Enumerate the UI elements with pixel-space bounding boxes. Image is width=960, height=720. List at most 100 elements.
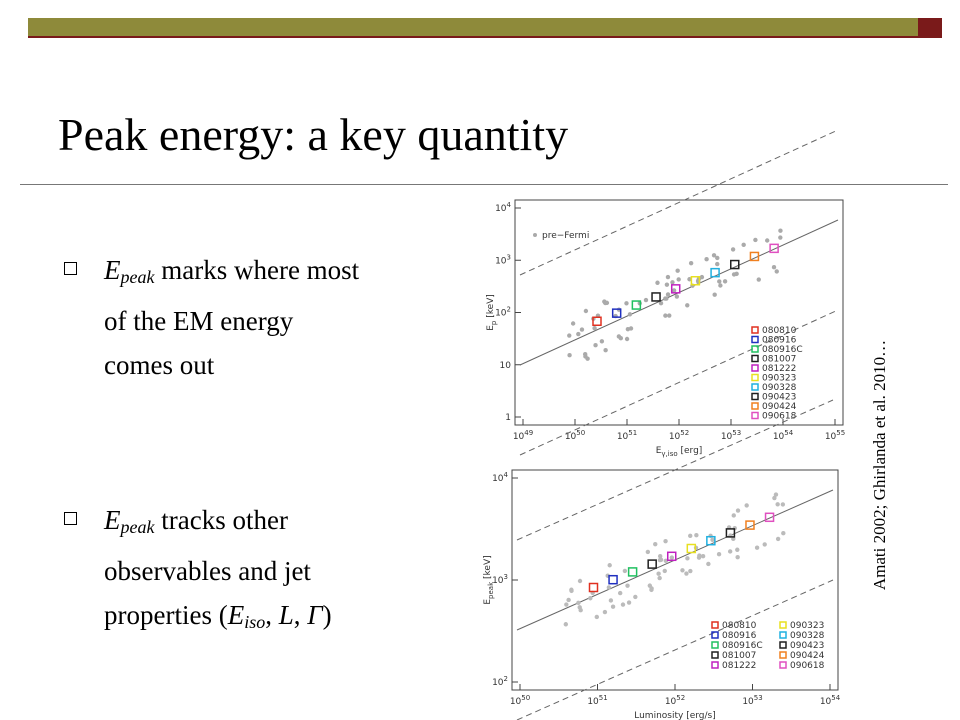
legend-swatch: [751, 345, 759, 353]
tick-label: 1055: [825, 429, 845, 442]
tick-base: 10: [492, 678, 504, 688]
sample-point: [765, 238, 770, 243]
text-run: iso: [244, 612, 266, 632]
legend-swatch: [711, 651, 719, 659]
grb-marker: [631, 300, 642, 310]
sample-point: [687, 277, 692, 282]
legend-swatch: [751, 364, 759, 372]
tick-exp: 49: [524, 429, 533, 437]
tick-base: 1: [505, 413, 511, 423]
sample-point: [741, 242, 746, 248]
legend-entry: 090424: [762, 402, 797, 412]
legend-entry: 081007: [762, 355, 796, 365]
sample-point: [583, 308, 589, 314]
title-rule: [20, 184, 948, 185]
sample-point: [608, 598, 614, 603]
legend-entry: 090618: [790, 661, 825, 671]
label-run: [keV]: [486, 294, 496, 320]
sample-point: [588, 596, 593, 601]
sample-point: [626, 600, 632, 605]
sample-point: [756, 277, 761, 282]
sample-point: [676, 277, 681, 282]
legend-entry: 090423: [790, 641, 824, 651]
tick-base: 10: [492, 576, 504, 586]
tick-label: 1: [505, 413, 511, 423]
tick-base: 10: [565, 432, 577, 442]
sample-point: [715, 261, 720, 267]
top-bar-accent: [918, 18, 942, 36]
grb-marker: [749, 251, 760, 262]
sample-point: [599, 339, 605, 344]
legend-swatch: [779, 661, 787, 669]
sample-point: [569, 588, 574, 594]
sample-point: [625, 583, 630, 588]
sample-point: [778, 235, 783, 240]
tick-base: 10: [587, 697, 599, 707]
sample-point: [567, 353, 572, 358]
sample-point: [669, 555, 675, 560]
sample-point: [696, 555, 702, 560]
slide-title: Peak energy: a key quantity: [58, 109, 569, 160]
tick-label: 102: [495, 306, 511, 319]
sample-point: [563, 622, 569, 627]
grb-marker: [670, 284, 681, 294]
tick-exp: 54: [784, 429, 793, 437]
legend-swatch: [711, 631, 719, 639]
text-run: peak: [120, 267, 155, 287]
sample-point: [625, 326, 631, 332]
bullet: Epeak tracks other observables and jet p…: [64, 498, 404, 644]
sample-point: [762, 542, 767, 547]
sample-point: [717, 279, 722, 284]
legend-swatch: [779, 641, 787, 649]
sample-point: [675, 268, 680, 273]
tick-label: 1051: [587, 694, 607, 707]
sample-point: [655, 280, 660, 285]
sample-point: [643, 297, 649, 303]
tick-label: 1049: [513, 429, 533, 442]
tick-exp: 52: [676, 694, 685, 702]
legend-entry: 080810: [762, 326, 797, 336]
sample-point: [772, 495, 777, 501]
grb-marker: [666, 551, 677, 562]
grb-marker: [745, 520, 755, 530]
sample-point: [593, 343, 598, 348]
sample-point: [633, 594, 638, 600]
legend-entry: 090328: [790, 631, 825, 641]
bullet: Epeak marks where most of the EM energy …: [64, 248, 364, 387]
grb-marker: [611, 308, 622, 318]
legend-swatch: [751, 383, 759, 391]
tick-exp: 4: [507, 201, 512, 209]
grb-marker: [592, 316, 602, 326]
legend-swatch: [779, 631, 787, 639]
sample-point: [603, 348, 608, 353]
sample-point: [775, 502, 780, 507]
grb-marker: [651, 292, 661, 302]
tick-base: 10: [825, 432, 837, 442]
legend-swatch: [751, 411, 759, 420]
axis-label: Epeak [keV]: [483, 555, 495, 604]
tick-label: 1054: [820, 694, 841, 707]
sample-point: [670, 280, 675, 285]
tick-exp: 53: [732, 429, 741, 437]
sample-point: [731, 536, 736, 542]
tick-base: 10: [742, 697, 754, 707]
legend-swatch: [711, 641, 719, 649]
tick-exp: 2: [504, 675, 508, 683]
grb-marker: [608, 574, 618, 585]
legend-swatch: [751, 373, 759, 382]
sample-point: [735, 508, 741, 513]
sample-point: [744, 503, 749, 508]
sample-point: [647, 583, 653, 588]
text-run: E: [104, 255, 121, 285]
legend-entry: 080916C: [762, 345, 803, 355]
sample-point: [735, 547, 740, 552]
sample-point: [578, 608, 583, 613]
sample-point: [688, 533, 693, 539]
tick-label: 1053: [721, 429, 741, 442]
sample-point: [685, 303, 690, 308]
sample-point: [727, 549, 733, 554]
note-dot: [533, 233, 537, 237]
sample-point: [680, 568, 685, 573]
sample-point: [649, 587, 654, 593]
